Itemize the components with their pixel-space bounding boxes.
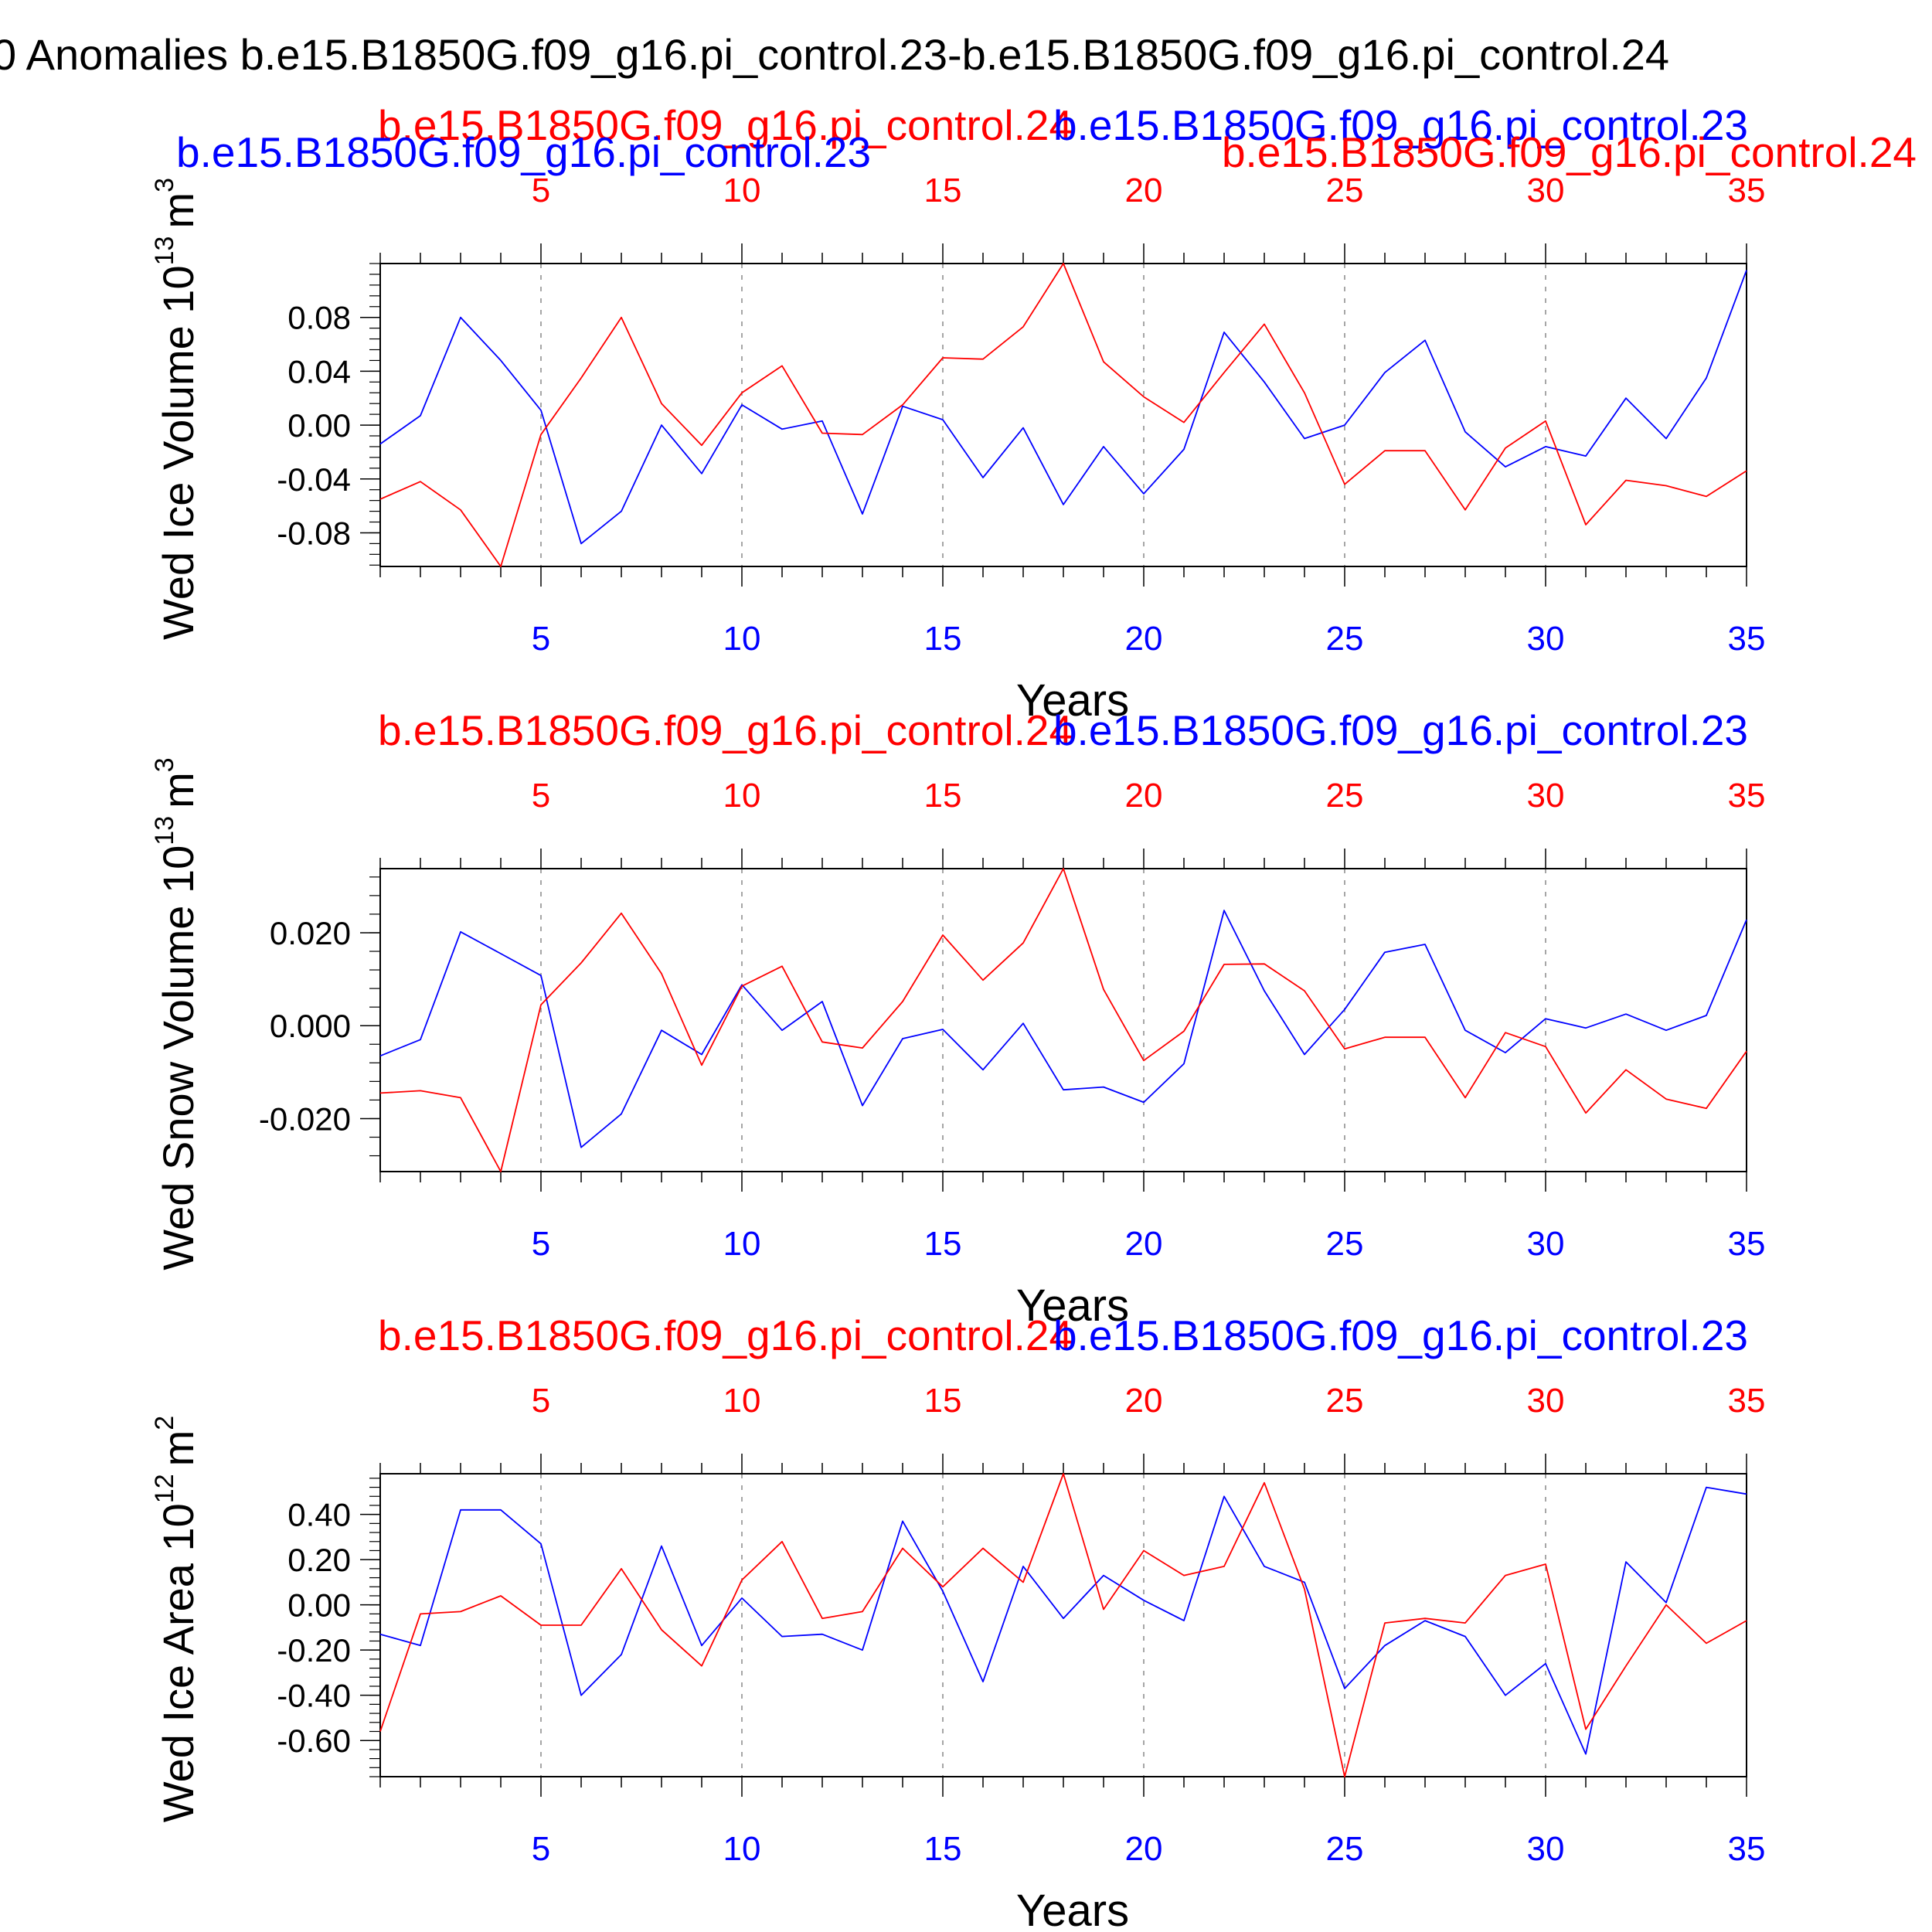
- y-tick-label: -0.60: [277, 1723, 351, 1759]
- top-title-blue: b.e15.B1850G.f09_g16.pi_control.23: [1053, 706, 1748, 754]
- x-tick-label-top: 25: [1326, 1382, 1364, 1420]
- x-tick-label-top: 5: [532, 172, 550, 209]
- x-tick-label-bottom: 30: [1527, 1830, 1565, 1868]
- top-title-blue-overlay: b.e15.B1850G.f09_g16.pi_control.23: [176, 128, 871, 176]
- x-tick-label-bottom: 35: [1728, 620, 1766, 658]
- plot-frame: [379, 868, 1747, 1172]
- chart-panel-2: 5 5 10 10 15 15 20 20 25 25 30 30 35 35 0.020 0.000 -0.0…: [150, 706, 1765, 1331]
- top-title-red: b.e15.B1850G.f09_g16.pi_control.24: [378, 101, 1073, 149]
- x-tick-label-top: 15: [924, 172, 962, 209]
- series-line: [379, 1473, 1747, 1777]
- panels: 5 5 10 10 15 15 20 20 25 25 30 30 35 35 0.08 0.04 0.00 -0…: [150, 101, 1917, 1932]
- chart-panel-3: 5 5 10 10 15 15 20 20 25 25 30 30 35 35 0.40 0.20 0.00 -0…: [150, 1311, 1765, 1932]
- x-tick-label-bottom: 30: [1527, 1225, 1565, 1263]
- x-tick-label-top: 35: [1728, 1382, 1766, 1420]
- x-axis-label: Years: [1016, 1886, 1129, 1932]
- x-tick-label-top: 30: [1527, 172, 1565, 209]
- plot-frame: [379, 263, 1747, 567]
- series-line: [379, 1486, 1747, 1755]
- x-tick-label-top: 5: [532, 1382, 550, 1420]
- x-tick-label-bottom: 35: [1728, 1830, 1766, 1868]
- x-tick-label-bottom: 10: [723, 1225, 761, 1263]
- x-tick-label-top: 15: [924, 1382, 962, 1420]
- y-tick-label: 0.40: [287, 1497, 351, 1533]
- y-tick-label: 0.20: [287, 1542, 351, 1578]
- x-tick-label-bottom: 15: [924, 1830, 962, 1868]
- y-tick-label: -0.40: [277, 1678, 351, 1714]
- x-tick-label-top: 25: [1326, 172, 1364, 209]
- x-tick-label-top: 15: [924, 777, 962, 815]
- y-axis-label: Wed Ice Area 1012m2: [150, 1416, 202, 1822]
- x-tick-label-top: 5: [532, 777, 550, 815]
- series-line: [379, 263, 1747, 567]
- x-tick-label-bottom: 25: [1326, 1830, 1364, 1868]
- x-tick-label-top: 30: [1527, 777, 1565, 815]
- x-tick-label-top: 25: [1326, 777, 1364, 815]
- top-title-blue: b.e15.B1850G.f09_g16.pi_control.23: [1053, 1311, 1748, 1359]
- plot-frame: [379, 1473, 1747, 1777]
- y-tick-label: -0.04: [277, 461, 351, 498]
- y-tick-label: 0.000: [270, 1008, 351, 1044]
- x-tick-label-top: 35: [1728, 777, 1766, 815]
- x-tick-label-bottom: 20: [1125, 1830, 1163, 1868]
- chart-panel-1: 5 5 10 10 15 15 20 20 25 25 30 30 35 35 0.08 0.04 0.00 -0…: [150, 101, 1917, 726]
- series-line: [379, 868, 1747, 1172]
- y-axis-label: Wed Snow Volume 1013m3: [150, 757, 202, 1270]
- x-tick-label-bottom: 25: [1326, 1225, 1364, 1263]
- x-tick-label-top: 35: [1728, 172, 1766, 209]
- x-tick-label-bottom: 5: [532, 620, 550, 658]
- y-tick-label: 0.08: [287, 300, 351, 336]
- x-tick-label-bottom: 10: [723, 1830, 761, 1868]
- x-tick-label-bottom: 30: [1527, 620, 1565, 658]
- x-tick-label-top: 20: [1125, 172, 1163, 209]
- y-tick-label: 0.04: [287, 353, 351, 389]
- x-tick-label-top: 10: [723, 777, 761, 815]
- y-tick-label: -0.020: [259, 1100, 351, 1137]
- top-title-red: b.e15.B1850G.f09_g16.pi_control.24: [378, 1311, 1073, 1359]
- x-tick-label-top: 20: [1125, 1382, 1163, 1420]
- x-tick-label-bottom: 20: [1125, 620, 1163, 658]
- y-tick-label: -0.20: [277, 1632, 351, 1668]
- y-tick-label: 0.020: [270, 915, 351, 951]
- y-tick-label: 0.00: [287, 407, 351, 444]
- x-tick-label-bottom: 5: [532, 1225, 550, 1263]
- top-title-red: b.e15.B1850G.f09_g16.pi_control.24: [378, 706, 1073, 754]
- main-title: 0 Anomalies b.e15.B1850G.f09_g16.pi_cont…: [0, 30, 1669, 79]
- y-axis-label: Wed Ice Volume 1013m3: [150, 178, 202, 640]
- x-tick-label-top: 10: [723, 172, 761, 209]
- series-line: [379, 910, 1747, 1148]
- x-tick-label-top: 20: [1125, 777, 1163, 815]
- series-line: [379, 270, 1747, 545]
- x-tick-label-bottom: 35: [1728, 1225, 1766, 1263]
- y-tick-label: 0.00: [287, 1587, 351, 1624]
- x-axis-label: Years: [1016, 1281, 1129, 1331]
- x-tick-label-bottom: 25: [1326, 620, 1364, 658]
- x-tick-label-bottom: 20: [1125, 1225, 1163, 1263]
- x-tick-label-top: 30: [1527, 1382, 1565, 1420]
- y-tick-label: -0.08: [277, 515, 351, 551]
- x-tick-label-bottom: 5: [532, 1830, 550, 1868]
- x-tick-label-bottom: 15: [924, 1225, 962, 1263]
- x-tick-label-bottom: 10: [723, 620, 761, 658]
- x-axis-label: Years: [1016, 675, 1129, 726]
- top-title-blue: b.e15.B1850G.f09_g16.pi_control.23: [1053, 101, 1748, 149]
- top-title-red-overlay: b.e15.B1850G.f09_g16.pi_control.24: [1222, 128, 1917, 176]
- x-tick-label-bottom: 15: [924, 620, 962, 658]
- x-tick-label-top: 10: [723, 1382, 761, 1420]
